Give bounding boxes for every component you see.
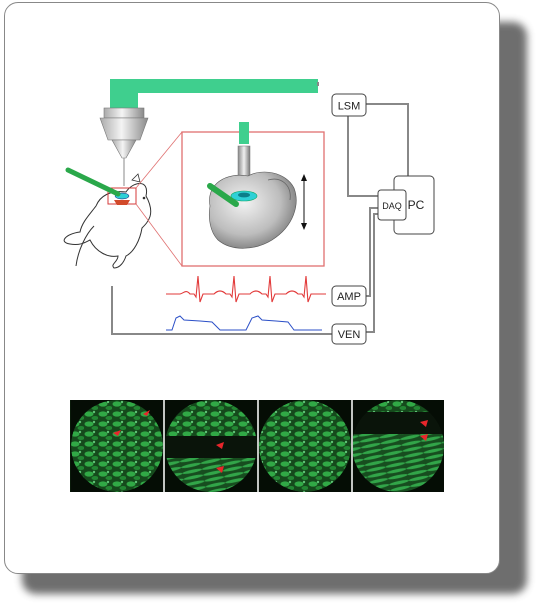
micro-panel-2 <box>165 400 257 492</box>
amp-label: AMP <box>337 291 361 303</box>
micro-panel-4 <box>353 400 444 492</box>
lsm-label: LSM <box>338 101 361 113</box>
arrowhead-icon <box>216 442 224 449</box>
daq-box: DAQ <box>377 189 407 221</box>
ecg-trace <box>166 275 326 303</box>
arrowhead-icon <box>113 430 121 436</box>
arrowhead-icon <box>420 420 428 427</box>
microscopy-strip <box>70 400 444 492</box>
heart-icon <box>208 171 297 249</box>
lsm-box: LSM <box>331 93 367 117</box>
heart-inset <box>181 122 325 267</box>
micro-panel-3 <box>259 400 351 492</box>
ven-label: VEN <box>338 329 361 341</box>
amp-box: AMP <box>331 285 367 307</box>
excitation-beam <box>110 79 318 109</box>
ventilation-trace <box>166 315 322 331</box>
microscope-objective-icon <box>99 107 149 186</box>
arrowhead-icon <box>420 434 428 441</box>
mouse-icon <box>63 167 152 269</box>
wiring <box>111 82 409 335</box>
inset-connectors <box>135 131 183 267</box>
arrowhead-icon <box>143 410 150 416</box>
motion-arrow <box>301 174 307 230</box>
ven-box: VEN <box>331 323 367 345</box>
arrowhead-icon <box>216 466 224 473</box>
daq-label: DAQ <box>382 201 402 211</box>
micro-panel-1 <box>71 400 163 492</box>
pc-label: PC <box>408 198 425 212</box>
